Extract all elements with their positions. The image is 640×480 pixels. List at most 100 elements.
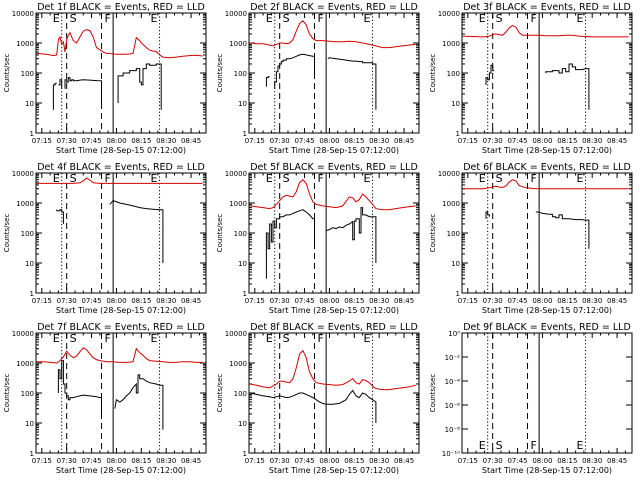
- y-tick-label: 100: [21, 390, 34, 398]
- y-tick-label: 100: [21, 230, 34, 238]
- x-tick-label: 08:45: [607, 297, 627, 305]
- x-tick-label: 08:30: [582, 457, 602, 465]
- y-axis-label: Counts/sec: [216, 214, 224, 253]
- x-tick-label: 08:00: [319, 137, 339, 145]
- x-tick-label: 07:30: [57, 457, 77, 465]
- x-tick-label: 07:45: [81, 297, 101, 305]
- series-line-lld: [36, 177, 203, 184]
- y-axis-label: Counts/sec: [3, 54, 11, 93]
- x-tick-label: 07:45: [294, 457, 314, 465]
- series-line-lld: [36, 29, 203, 59]
- x-tick-label: 08:30: [156, 457, 176, 465]
- x-tick-label: 08:00: [106, 457, 126, 465]
- y-tick-label: 10⁻⁴: [445, 378, 461, 386]
- y-tick-label: 10000: [438, 170, 460, 178]
- y-axis-label: Counts/sec: [216, 54, 224, 93]
- x-tick-label: 08:15: [131, 137, 151, 145]
- x-tick-label: 07:45: [81, 457, 101, 465]
- x-tick-label: 08:00: [532, 457, 552, 465]
- y-tick-label: 10000: [225, 10, 247, 18]
- y-tick-label: 1000: [16, 40, 34, 48]
- marker-label: E: [151, 12, 158, 25]
- x-tick-label: 08:45: [607, 457, 627, 465]
- x-tick-label: 08:15: [131, 297, 151, 305]
- series-line-events: [56, 209, 64, 224]
- x-tick-label: 08:00: [319, 297, 339, 305]
- marker-label: E: [266, 12, 273, 25]
- y-tick-label: 10⁰: [448, 330, 460, 338]
- marker-label: E: [479, 12, 486, 25]
- x-axis-label: Start Time (28-Sep-15 07:12:00): [56, 466, 186, 475]
- x-tick-label: 08:00: [319, 457, 339, 465]
- x-tick-label: 08:15: [344, 137, 364, 145]
- marker-label: F: [105, 332, 111, 345]
- x-tick-label: 07:30: [270, 137, 290, 145]
- x-tick-label: 08:00: [532, 297, 552, 305]
- x-tick-label: 08:45: [181, 457, 201, 465]
- y-axis-label: Counts/sec: [3, 374, 11, 413]
- x-tick-label: 07:30: [483, 137, 503, 145]
- panel-det-7: Det 7f BLACK = Events, RED = LLD 1 10 100 10…: [3, 322, 207, 475]
- series-line-events: [117, 63, 162, 110]
- x-axis-label: Start Time (28-Sep-15 07:12:00): [482, 146, 612, 155]
- x-tick-label: 08:30: [369, 297, 389, 305]
- y-tick-label: 100: [234, 230, 247, 238]
- y-axis-label: Counts/sec: [429, 214, 437, 253]
- x-axis-label: Start Time (28-Sep-15 07:12:00): [482, 306, 612, 315]
- panel-det-2: Det 2f BLACK = Events, RED = LLD 1 10 100 10…: [216, 2, 420, 155]
- x-tick-label: 08:00: [106, 297, 126, 305]
- marker-label: F: [318, 332, 324, 345]
- y-tick-label: 1000: [442, 200, 460, 208]
- marker-label: F: [531, 172, 537, 185]
- y-tick-label: 10000: [12, 10, 34, 18]
- x-tick-label: 07:30: [270, 297, 290, 305]
- x-tick-label: 08:30: [369, 137, 389, 145]
- marker-label: E: [479, 439, 486, 452]
- marker-label: E: [151, 332, 158, 345]
- x-axis-label: Start Time (28-Sep-15 07:12:00): [269, 466, 399, 475]
- x-tick-label: 08:30: [156, 297, 176, 305]
- marker-label: E: [577, 439, 584, 452]
- marker-label: S: [70, 12, 77, 25]
- y-tick-label: 1: [30, 450, 34, 458]
- x-tick-label: 08:15: [344, 297, 364, 305]
- x-tick-label: 07:15: [245, 137, 265, 145]
- y-tick-label: 1: [30, 290, 34, 298]
- x-tick-label: 07:45: [507, 297, 527, 305]
- marker-label: E: [364, 172, 371, 185]
- y-tick-label: 10⁻⁸: [445, 426, 461, 434]
- x-tick-label: 07:30: [57, 137, 77, 145]
- series-line-events: [249, 389, 377, 423]
- y-tick-label: 10000: [438, 10, 460, 18]
- y-tick-label: 10: [25, 260, 34, 268]
- y-tick-label: 10: [238, 420, 247, 428]
- panel-title: Det 3f BLACK = Events, RED = LLD: [463, 2, 631, 13]
- x-tick-label: 07:45: [507, 457, 527, 465]
- series-line-events: [52, 82, 57, 110]
- y-tick-label: 1000: [229, 360, 247, 368]
- x-tick-label: 07:15: [32, 297, 52, 305]
- y-tick-label: 10: [451, 100, 460, 108]
- marker-label: E: [266, 172, 273, 185]
- y-tick-label: 100: [234, 390, 247, 398]
- x-tick-label: 07:15: [245, 457, 265, 465]
- x-tick-label: 08:30: [369, 457, 389, 465]
- series-line-events: [327, 57, 377, 110]
- x-tick-label: 08:15: [557, 457, 577, 465]
- x-tick-label: 07:15: [32, 137, 52, 145]
- marker-label: E: [53, 172, 60, 185]
- x-tick-label: 07:45: [294, 297, 314, 305]
- y-tick-label: 1: [243, 290, 247, 298]
- x-tick-label: 07:30: [483, 457, 503, 465]
- panel-det-9: Det 9f BLACK = Events, RED = LLD 10⁻¹⁰ 10⁻…: [429, 322, 633, 475]
- marker-label: E: [479, 172, 486, 185]
- panel-title: Det 1f BLACK = Events, RED = LLD: [37, 2, 205, 13]
- marker-label: E: [364, 332, 371, 345]
- y-tick-label: 1000: [442, 40, 460, 48]
- x-tick-label: 07:15: [458, 137, 478, 145]
- series-line-events: [58, 79, 63, 89]
- x-axis-label: Start Time (28-Sep-15 07:12:00): [269, 306, 399, 315]
- y-tick-label: 1000: [16, 360, 34, 368]
- x-tick-label: 08:30: [156, 137, 176, 145]
- series-line-events: [114, 374, 164, 430]
